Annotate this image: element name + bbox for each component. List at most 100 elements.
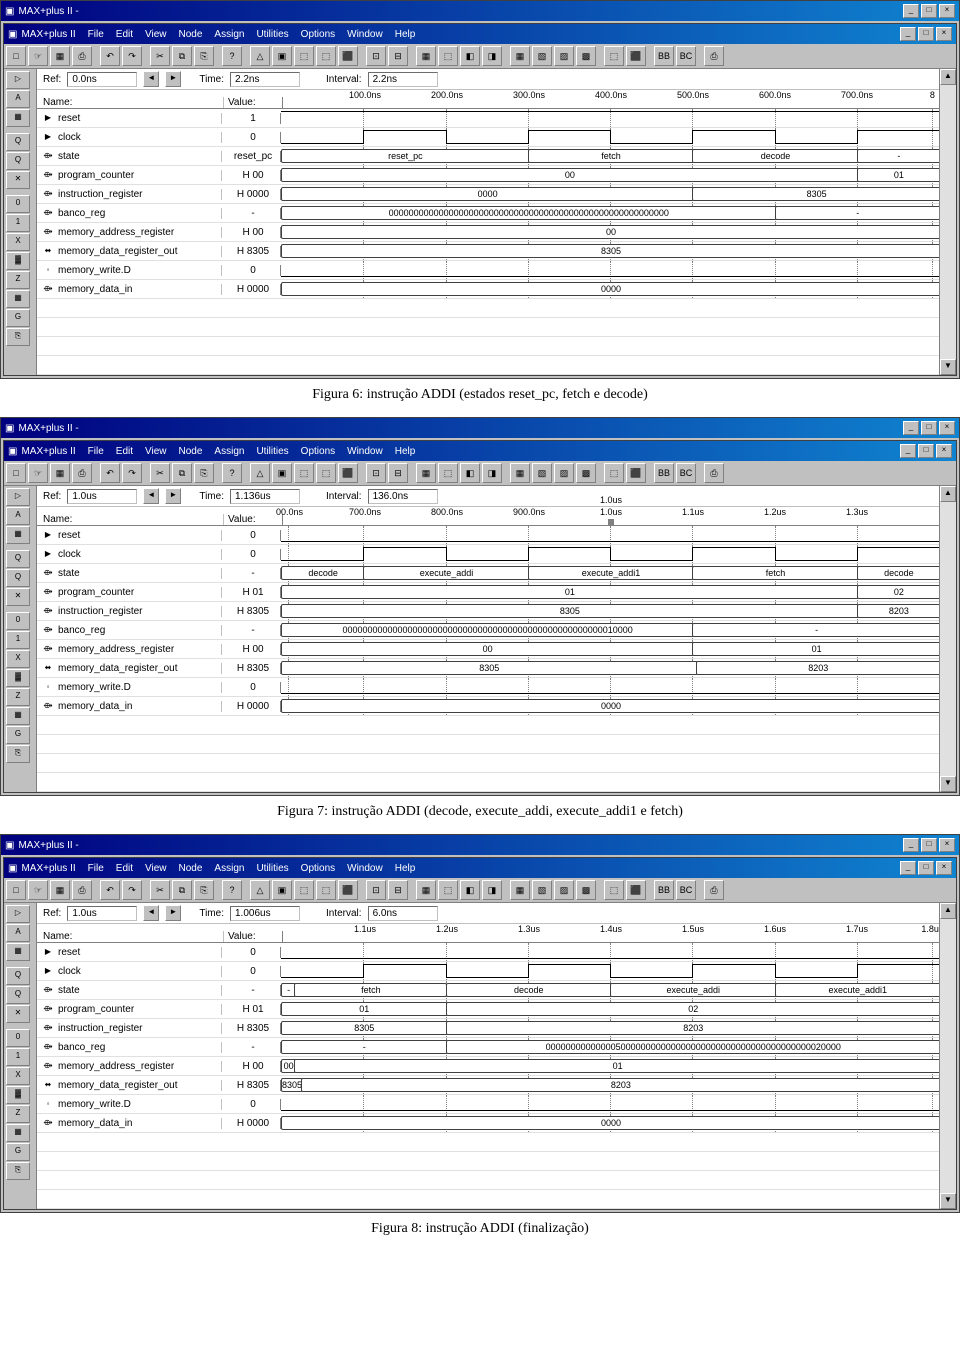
toolbar-button[interactable]: ▩ <box>576 463 596 483</box>
toolbar-button[interactable]: ⬚ <box>316 880 336 900</box>
maximize-icon[interactable]: □ <box>921 4 937 18</box>
toolbar-button[interactable]: ▦ <box>50 880 70 900</box>
ref-field[interactable]: 1.0us <box>67 906 137 921</box>
toolbar-button[interactable]: ⊟ <box>388 880 408 900</box>
minimize-icon[interactable]: _ <box>900 861 916 875</box>
maximize-icon[interactable]: □ <box>921 838 937 852</box>
toolbar-button[interactable]: ⊟ <box>388 463 408 483</box>
signal-row[interactable]: ▶reset1 <box>37 109 939 128</box>
signal-waveform[interactable]: 0001 <box>281 640 939 658</box>
toolbar-button[interactable]: ⊡ <box>366 880 386 900</box>
toolbar-button[interactable]: ▧ <box>532 880 552 900</box>
toolbar-button[interactable]: BB <box>654 880 674 900</box>
signal-row[interactable]: ▶clock0 <box>37 128 939 147</box>
signal-row[interactable]: ⬌memory_data_register_outH 830583058203 <box>37 1076 939 1095</box>
close-icon[interactable]: × <box>936 27 952 41</box>
palette-button[interactable]: Q <box>6 569 30 587</box>
menu-item[interactable]: Node <box>179 446 203 457</box>
signal-row[interactable]: ⟴memory_address_registerH 000001 <box>37 640 939 659</box>
scroll-up-icon[interactable]: ▲ <box>940 486 956 502</box>
toolbar-button[interactable]: ▦ <box>416 463 436 483</box>
menu-item[interactable]: View <box>145 446 167 457</box>
toolbar-button[interactable]: ▦ <box>50 463 70 483</box>
interval-field[interactable]: 6.0ns <box>368 906 438 921</box>
close-icon[interactable]: × <box>939 4 955 18</box>
toolbar-button[interactable]: ⎙ <box>704 46 724 66</box>
toolbar-button[interactable]: ▦ <box>50 46 70 66</box>
menu-item[interactable]: Window <box>347 863 383 874</box>
signal-waveform[interactable] <box>281 128 939 146</box>
time-field[interactable]: 1.136us <box>230 489 300 504</box>
toolbar-button[interactable]: ✂ <box>150 880 170 900</box>
palette-button[interactable]: ▦ <box>6 526 30 544</box>
signal-waveform[interactable]: decodeexecute_addiexecute_addi1fetchdeco… <box>281 564 939 582</box>
palette-button[interactable]: ⎘ <box>6 328 30 346</box>
signal-waveform[interactable] <box>281 962 939 980</box>
signal-row[interactable]: ⟴state-decodeexecute_addiexecute_addi1fe… <box>37 564 939 583</box>
signal-row[interactable]: ⟴program_counterH 000001 <box>37 166 939 185</box>
signal-waveform[interactable]: 83058203 <box>281 602 939 620</box>
toolbar-button[interactable]: ▦ <box>510 880 530 900</box>
toolbar-button[interactable]: ◧ <box>460 463 480 483</box>
toolbar-button[interactable]: ? <box>222 880 242 900</box>
toolbar-button[interactable]: ⬛ <box>338 880 358 900</box>
toolbar-button[interactable]: BC <box>676 46 696 66</box>
menu-item[interactable]: Assign <box>214 863 244 874</box>
ref-field[interactable]: 0.0ns <box>67 72 137 87</box>
palette-button[interactable]: A <box>6 507 30 525</box>
menu-item[interactable]: Node <box>179 29 203 40</box>
signal-waveform[interactable]: 8305 <box>281 242 939 260</box>
interval-field[interactable]: 2.2ns <box>368 72 438 87</box>
toolbar-button[interactable]: ? <box>222 463 242 483</box>
toolbar-button[interactable]: ⬚ <box>438 880 458 900</box>
palette-button[interactable]: X <box>6 650 30 668</box>
signal-row[interactable]: ⟴memory_address_registerH 000001 <box>37 1057 939 1076</box>
close-icon[interactable]: × <box>939 421 955 435</box>
toolbar-button[interactable]: ↶ <box>100 880 120 900</box>
signal-waveform[interactable]: 0000 <box>281 280 939 298</box>
menu-item[interactable]: Window <box>347 446 383 457</box>
toolbar-button[interactable]: ⧉ <box>172 880 192 900</box>
toolbar-button[interactable]: BC <box>676 463 696 483</box>
inner-titlebar[interactable]: ▣MAX+plus IIFileEditViewNodeAssignUtilit… <box>4 858 956 878</box>
signal-row[interactable]: ⟴banco_reg--0000000000000050000000000000… <box>37 1038 939 1057</box>
toolbar-button[interactable]: ◧ <box>460 46 480 66</box>
scroll-down-icon[interactable]: ▼ <box>940 359 956 375</box>
signal-row[interactable]: ⟴program_counterH 010102 <box>37 1000 939 1019</box>
menu-item[interactable]: File <box>88 863 104 874</box>
toolbar-button[interactable]: ↷ <box>122 463 142 483</box>
palette-button[interactable]: ▓ <box>6 252 30 270</box>
maximize-icon[interactable]: □ <box>918 27 934 41</box>
palette-button[interactable]: Z <box>6 688 30 706</box>
toolbar-button[interactable]: ⬛ <box>338 46 358 66</box>
prev-ref-button[interactable]: ◄ <box>143 905 159 921</box>
toolbar-button[interactable]: ⎙ <box>704 463 724 483</box>
toolbar-button[interactable]: ▦ <box>416 880 436 900</box>
palette-button[interactable]: G <box>6 726 30 744</box>
signal-row[interactable]: ⟴memory_address_registerH 0000 <box>37 223 939 242</box>
signal-waveform[interactable] <box>281 545 939 563</box>
signal-waveform[interactable] <box>281 261 939 279</box>
toolbar-button[interactable]: ✂ <box>150 463 170 483</box>
inner-titlebar[interactable]: ▣MAX+plus IIFileEditViewNodeAssignUtilit… <box>4 441 956 461</box>
palette-button[interactable]: Q <box>6 152 30 170</box>
palette-button[interactable]: 1 <box>6 631 30 649</box>
time-field[interactable]: 2.2ns <box>230 72 300 87</box>
palette-button[interactable]: A <box>6 924 30 942</box>
next-ref-button[interactable]: ► <box>165 71 181 87</box>
toolbar-button[interactable]: ↶ <box>100 46 120 66</box>
signal-waveform[interactable]: 0102 <box>281 583 939 601</box>
palette-button[interactable]: Q <box>6 133 30 151</box>
toolbar-button[interactable]: ↷ <box>122 880 142 900</box>
vertical-scrollbar[interactable]: ▲▼ <box>939 486 956 792</box>
minimize-icon[interactable]: _ <box>903 421 919 435</box>
palette-button[interactable]: 1 <box>6 1048 30 1066</box>
toolbar-button[interactable]: BB <box>654 46 674 66</box>
toolbar-button[interactable]: ▣ <box>272 463 292 483</box>
menu-item[interactable]: View <box>145 29 167 40</box>
menu-item[interactable]: File <box>88 446 104 457</box>
toolbar-button[interactable]: □ <box>6 46 26 66</box>
minimize-icon[interactable]: _ <box>900 444 916 458</box>
toolbar-button[interactable]: ▦ <box>510 463 530 483</box>
menu-item[interactable]: Edit <box>116 863 133 874</box>
